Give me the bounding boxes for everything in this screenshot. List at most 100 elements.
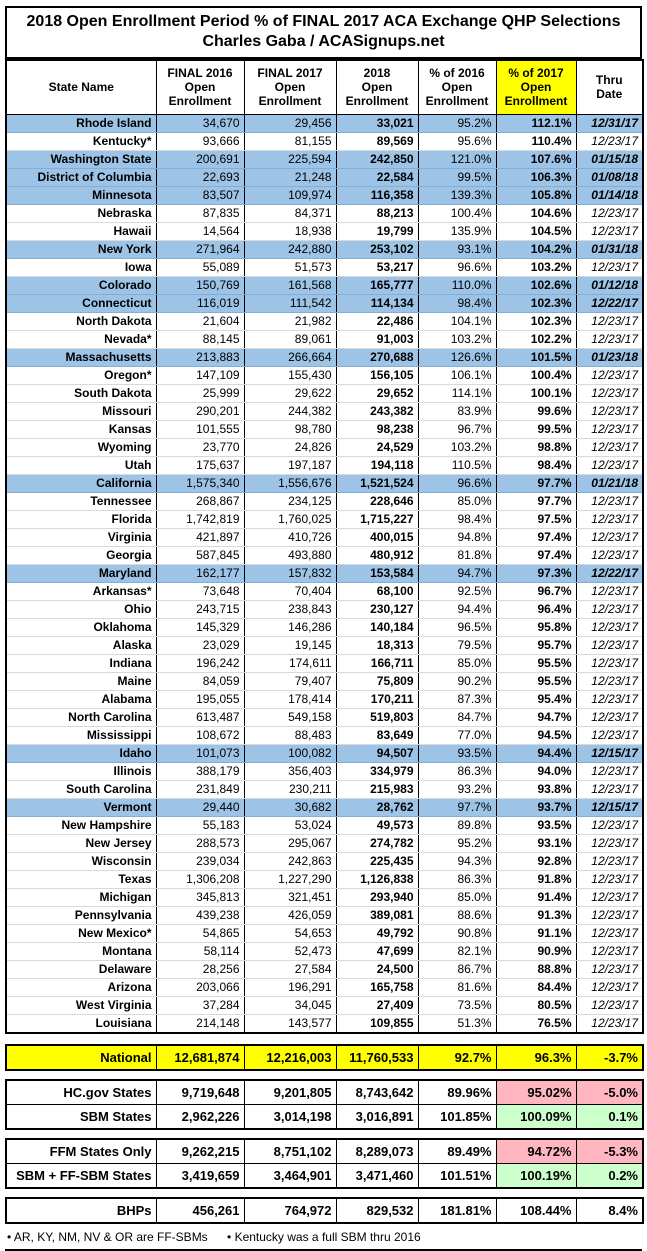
cell-state: Wisconsin [6,852,157,871]
cell-final-2016: 203,066 [156,978,245,997]
cell-oe-2018: 165,758 [336,978,419,997]
cell-pct-2017: 97.5% [496,510,577,529]
cell-pct-2017: 106.3% [496,168,577,187]
cell-pct-2017: 105.8% [496,186,577,205]
table-row: Wyoming 23,770 24,826 24,529 103.2% 98.8% 12/2… [6,438,644,457]
summary-cell-oe-2018: 3,471,460 [336,1163,419,1188]
cell-oe-2018: 88,213 [336,204,419,223]
summary-cell-pct-2017: 96.3% [496,1044,577,1070]
cell-state: Michigan [6,888,157,907]
summary-cell-state: SBM + FF-SBM States [6,1163,157,1188]
cell-final-2017: 53,024 [244,816,337,835]
cell-final-2016: 243,715 [156,600,245,619]
cell-state: North Carolina [6,708,157,727]
cell-thru-date: 12/23/17 [576,834,644,853]
cell-pct-2016: 98.4% [418,510,497,529]
cell-final-2017: 21,982 [244,312,337,331]
cell-thru-date: 12/23/17 [576,870,644,889]
cell-final-2017: 225,594 [244,150,337,169]
cell-state: Texas [6,870,157,889]
cell-final-2016: 116,019 [156,294,245,313]
cell-thru-date: 12/23/17 [576,510,644,529]
cell-oe-2018: 24,500 [336,960,419,979]
cell-state: Virginia [6,528,157,547]
cell-pct-2016: 95.2% [418,114,497,133]
cell-state: Pennsylvania [6,906,157,925]
table-row: New Jersey 288,573 295,067 274,782 95.2% 93.1… [6,834,644,853]
page-subtitle: Charles Gaba / ACASignups.net [202,33,445,50]
cell-pct-2017: 97.4% [496,528,577,547]
cell-pct-2016: 85.0% [418,492,497,511]
cell-thru-date: 01/23/18 [576,348,644,367]
cell-final-2017: 155,430 [244,366,337,385]
cell-oe-2018: 98,238 [336,420,419,439]
cell-final-2016: 37,284 [156,996,245,1015]
cell-state: Nevada* [6,330,157,349]
cell-pct-2017: 91.4% [496,888,577,907]
cell-pct-2016: 94.4% [418,600,497,619]
table-row: Minnesota 83,507 109,974 116,358 139.3% 105.8… [6,186,644,205]
cell-oe-2018: 49,573 [336,816,419,835]
cell-final-2016: 213,883 [156,348,245,367]
cell-pct-2016: 77.0% [418,726,497,745]
cell-state: Connecticut [6,294,157,313]
cell-final-2016: 28,256 [156,960,245,979]
cell-final-2016: 439,238 [156,906,245,925]
cell-pct-2016: 106.1% [418,366,497,385]
summary-cell-final-2017: 12,216,003 [244,1044,337,1070]
table-row: Massachusetts 213,883 266,664 270,688 126.6%… [6,348,644,367]
cell-final-2016: 268,867 [156,492,245,511]
cell-final-2017: 238,843 [244,600,337,619]
cell-thru-date: 12/23/17 [576,726,644,745]
cell-thru-date: 12/23/17 [576,330,644,349]
cell-pct-2016: 94.7% [418,564,497,583]
cell-final-2016: 195,055 [156,690,245,709]
cell-final-2017: 426,059 [244,906,337,925]
cell-pct-2016: 84.7% [418,708,497,727]
cell-pct-2017: 95.5% [496,654,577,673]
cell-oe-2018: 29,652 [336,384,419,403]
cell-pct-2017: 91.3% [496,906,577,925]
cell-final-2017: 230,211 [244,780,337,799]
cell-final-2016: 55,183 [156,816,245,835]
cell-final-2016: 101,555 [156,420,245,439]
cell-final-2016: 23,029 [156,636,245,655]
summary-cell-oe-2018: 11,760,533 [336,1044,419,1070]
cell-pct-2017: 99.5% [496,420,577,439]
cell-final-2017: 18,938 [244,222,337,241]
cell-pct-2017: 97.4% [496,546,577,565]
cell-state: Georgia [6,546,157,565]
cell-final-2016: 87,835 [156,204,245,223]
table-row: Pennsylvania 439,238 426,059 389,081 88.6% 91… [6,906,644,925]
summary-cell-pct-2016: 92.7% [418,1044,497,1070]
cell-final-2017: 1,760,025 [244,510,337,529]
table-row: Louisiana 214,148 143,577 109,855 51.3% 76.5%… [6,1014,644,1033]
cell-pct-2016: 126.6% [418,348,497,367]
cell-state: Minnesota [6,186,157,205]
cell-state: Oregon* [6,366,157,385]
cell-pct-2017: 95.8% [496,618,577,637]
bhps-summary-table: BHPs 456,261 764,972 829,532 181.81% 108.44% 8… [5,1196,644,1224]
cell-pct-2016: 87.3% [418,690,497,709]
cell-final-2017: 51,573 [244,258,337,277]
cell-final-2016: 54,865 [156,924,245,943]
table-row: North Dakota 21,604 21,982 22,486 104.1% 102.… [6,312,644,331]
cell-final-2017: 34,045 [244,996,337,1015]
table-row: South Carolina 231,849 230,211 215,983 93.2%… [6,780,644,799]
cell-final-2017: 234,125 [244,492,337,511]
cell-state: New Jersey [6,834,157,853]
summary-cell-final-2017: 8,751,102 [244,1138,337,1164]
national-summary-table: National 12,681,874 12,216,003 11,760,533 92… [5,1043,644,1071]
cell-thru-date: 12/23/17 [576,384,644,403]
cell-pct-2016: 93.5% [418,744,497,763]
cell-thru-date: 12/23/17 [576,978,644,997]
cell-pct-2017: 98.4% [496,456,577,475]
cell-pct-2016: 86.3% [418,870,497,889]
cell-oe-2018: 19,799 [336,222,419,241]
cell-final-2016: 21,604 [156,312,245,331]
summary-cell-pct-2017: 100.19% [496,1163,577,1188]
cell-final-2017: 70,404 [244,582,337,601]
column-header-final-2016: FINAL 2016 Open Enrollment [155,59,245,115]
cell-final-2017: 493,880 [244,546,337,565]
